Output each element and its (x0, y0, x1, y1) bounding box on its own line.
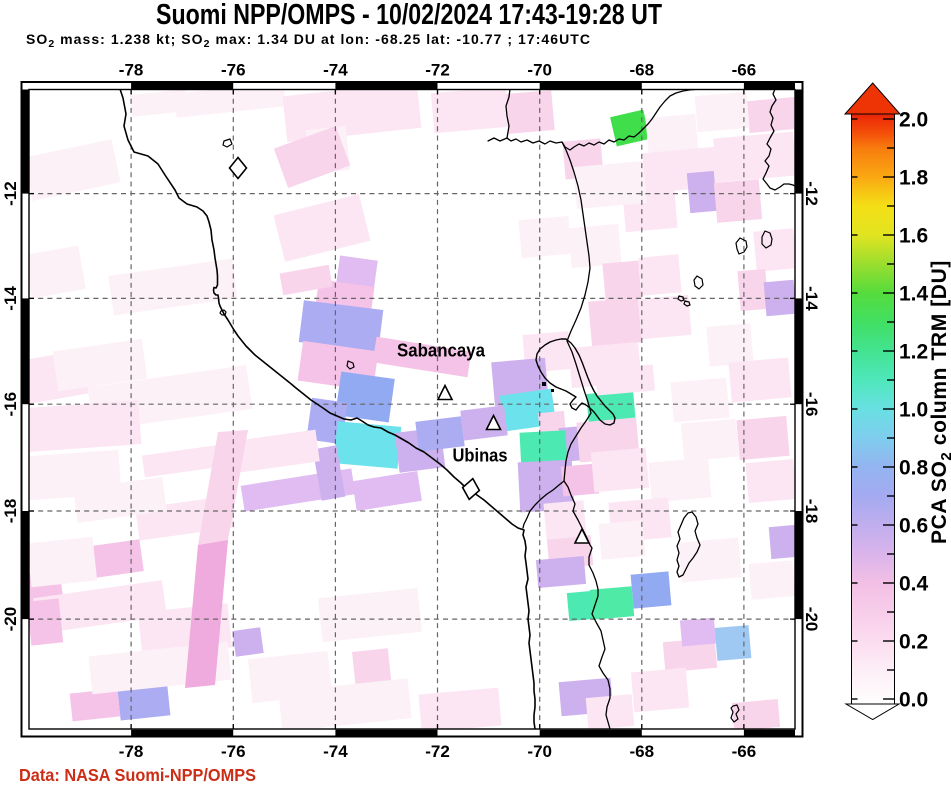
svg-text:Suomi NPP/OMPS - 10/02/2024 17: Suomi NPP/OMPS - 10/02/2024 17:43-19:28 … (156, 0, 662, 31)
svg-text:1.6: 1.6 (899, 225, 928, 248)
svg-text:-70: -70 (527, 61, 552, 80)
svg-text:-74: -74 (323, 61, 348, 80)
svg-text:-16: -16 (802, 392, 821, 417)
svg-text:-14: -14 (1, 286, 20, 311)
svg-text:-78: -78 (119, 61, 144, 80)
svg-text:-70: -70 (527, 742, 552, 761)
svg-text:-72: -72 (425, 742, 450, 761)
svg-text:-68: -68 (630, 61, 655, 80)
svg-text:-74: -74 (323, 742, 348, 761)
svg-text:-78: -78 (119, 742, 144, 761)
svg-text:0.2: 0.2 (899, 631, 928, 654)
svg-text:Data: NASA Suomi-NPP/OMPS: Data: NASA Suomi-NPP/OMPS (19, 765, 256, 785)
svg-text:-12: -12 (802, 181, 821, 206)
svg-text:-76: -76 (221, 61, 246, 80)
svg-text:SO2 mass: 1.238 kt; SO2 max: 1: SO2 mass: 1.238 kt; SO2 max: 1.34 DU at … (26, 31, 590, 50)
svg-text:-14: -14 (802, 286, 821, 311)
svg-text:0.0: 0.0 (899, 689, 928, 712)
svg-text:-18: -18 (802, 499, 821, 524)
svg-text:Ubinas: Ubinas (453, 446, 508, 466)
svg-text:1.0: 1.0 (899, 399, 928, 422)
svg-text:-20: -20 (1, 607, 20, 632)
svg-text:-20: -20 (802, 607, 821, 632)
svg-text:0.4: 0.4 (899, 573, 929, 596)
svg-text:0.6: 0.6 (899, 515, 928, 538)
svg-text:1.8: 1.8 (899, 167, 929, 190)
svg-text:1.2: 1.2 (899, 341, 928, 364)
svg-text:0.8: 0.8 (899, 457, 929, 480)
svg-text:-16: -16 (1, 392, 20, 417)
svg-text:-66: -66 (732, 742, 757, 761)
svg-text:-76: -76 (221, 742, 246, 761)
svg-text:-72: -72 (425, 61, 450, 80)
svg-text:-12: -12 (1, 181, 20, 206)
svg-text:2.0: 2.0 (899, 109, 928, 132)
svg-text:-66: -66 (732, 61, 757, 80)
svg-text:PCA SO2 column TRM [DU]: PCA SO2 column TRM [DU] (928, 260, 951, 544)
svg-text:1.4: 1.4 (899, 283, 929, 306)
svg-text:-18: -18 (1, 499, 20, 524)
svg-text:-68: -68 (630, 742, 655, 761)
svg-text:Sabancaya: Sabancaya (397, 341, 486, 361)
